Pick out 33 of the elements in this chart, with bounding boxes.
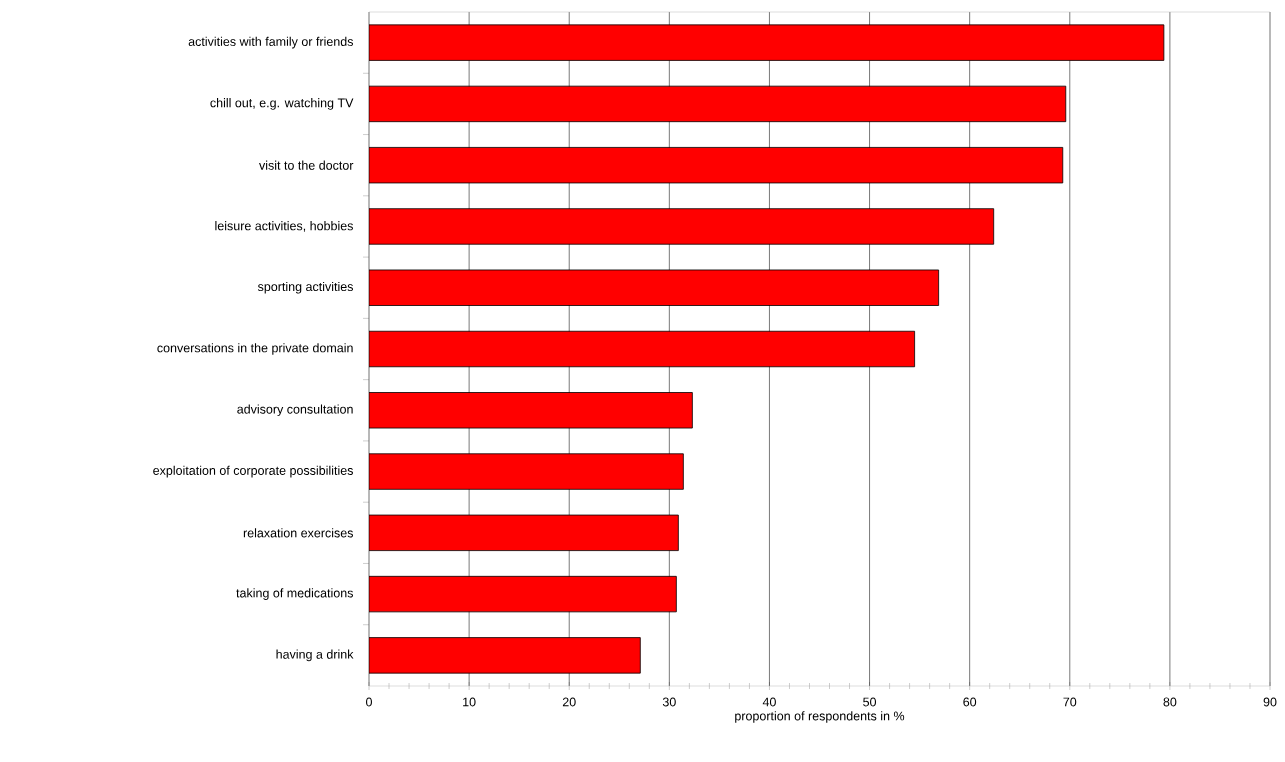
- y-tick-label: advisory consultation: [237, 404, 353, 417]
- bar: [369, 85, 1067, 123]
- x-tick-label: 10: [463, 697, 476, 707]
- bar: [369, 392, 693, 429]
- x-tick-label: 60: [963, 697, 977, 707]
- bar: [369, 24, 1165, 61]
- bar: [369, 637, 641, 674]
- y-tick-label: conversations in the private domain: [157, 343, 353, 355]
- x-tick-label: 50: [863, 697, 877, 707]
- x-tick-label: 0: [366, 697, 372, 707]
- y-tick-label: visit to the doctor: [259, 160, 354, 170]
- bar: [369, 208, 995, 245]
- y-tick-label: exploitation of corporate possibilities: [153, 465, 353, 478]
- x-tick-label: 30: [662, 697, 676, 707]
- y-tick-label: taking of medications: [236, 588, 353, 600]
- y-tick-label: having a drink: [276, 649, 354, 662]
- y-tick-label: activities with family or friends: [188, 36, 353, 49]
- x-axis-title: proportion of respondents in %: [735, 711, 905, 723]
- x-tick-label: 20: [562, 697, 576, 707]
- bar: [369, 269, 940, 306]
- x-tick-label: 40: [762, 697, 776, 707]
- y-tick-label: sporting activities: [257, 281, 353, 294]
- bar: [369, 453, 684, 490]
- y-tick-label: leisure activities, hobbies: [215, 221, 353, 232]
- x-tick-label: 90: [1263, 697, 1277, 707]
- y-tick-label: relaxation exercises: [243, 528, 353, 538]
- bar: [369, 514, 679, 551]
- bar: [369, 330, 916, 368]
- x-tick-label: 70: [1063, 697, 1077, 707]
- y-tick-label: chill out, e.g. watching TV: [210, 98, 354, 110]
- bar: [369, 147, 1064, 184]
- x-tick-label: 80: [1163, 697, 1177, 707]
- bar: [369, 575, 677, 613]
